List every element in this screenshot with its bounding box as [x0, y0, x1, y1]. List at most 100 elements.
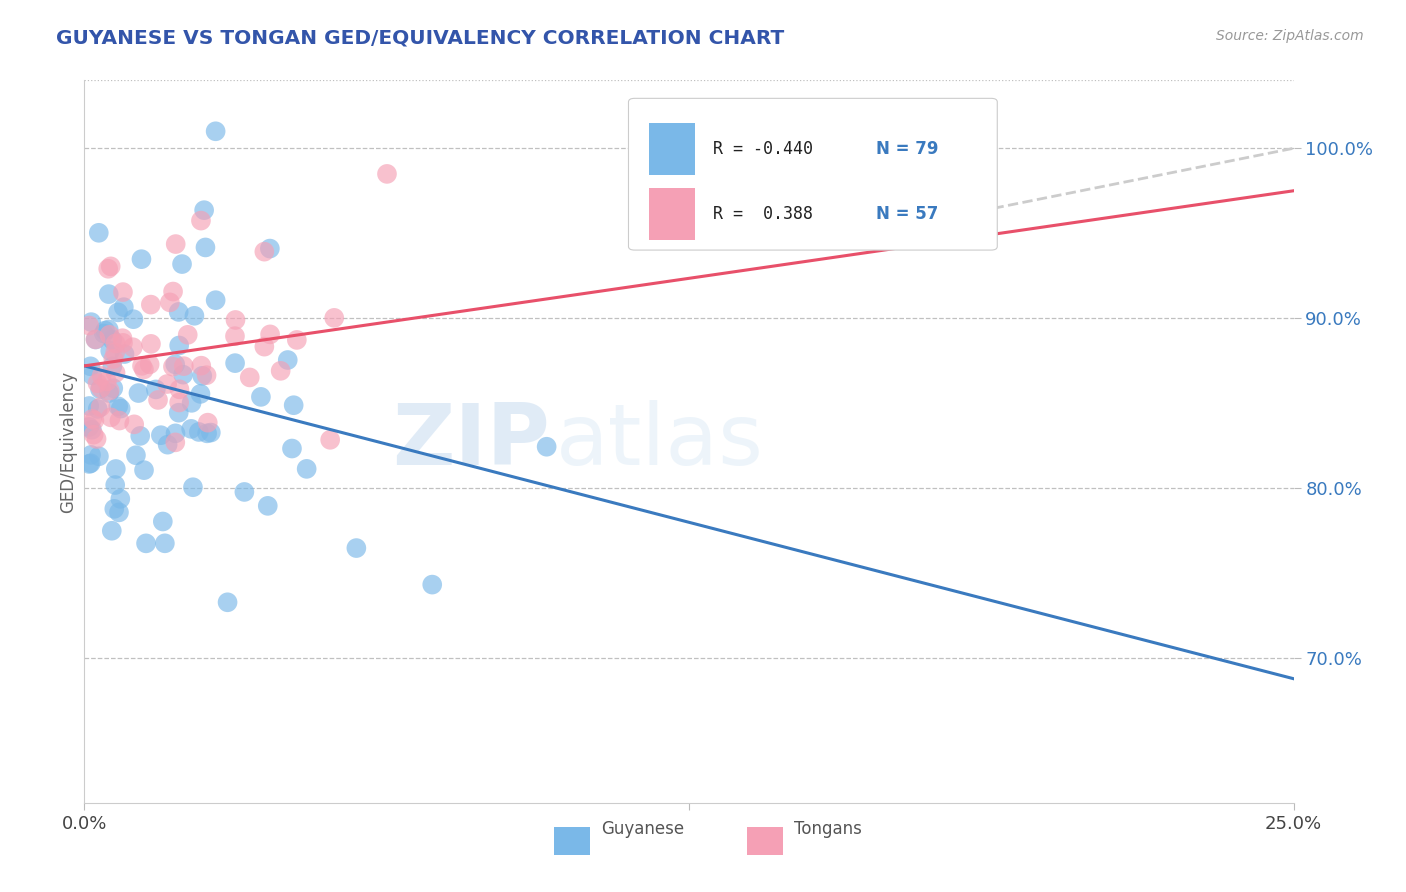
Point [103, 381, 125, 395]
Text: Tongans: Tongans [794, 820, 862, 838]
Point [108, 505, 131, 519]
Point [86, 432, 108, 446]
Point [101, 524, 124, 538]
Point [104, 336, 127, 351]
Point [110, 401, 132, 416]
Point [191, 368, 214, 383]
Text: N = 57: N = 57 [876, 205, 939, 223]
Point [132, 362, 155, 376]
Point [224, 313, 246, 327]
Point [129, 429, 152, 443]
Point [146, 392, 169, 407]
Point [256, 499, 278, 513]
Point [93, 326, 115, 341]
Point [162, 359, 184, 374]
Point [127, 386, 149, 401]
Point [536, 440, 558, 454]
Point [170, 257, 193, 271]
Point [132, 463, 155, 477]
Point [84, 332, 107, 346]
Point [107, 305, 129, 319]
FancyBboxPatch shape [650, 188, 695, 240]
Point [121, 340, 143, 354]
Point [253, 340, 276, 354]
Point [98, 386, 121, 401]
Point [169, 382, 191, 396]
Point [277, 353, 299, 368]
Point [375, 167, 398, 181]
Point [259, 242, 281, 256]
Point [96, 375, 118, 389]
Point [180, 422, 202, 436]
Text: Source: ZipAtlas.com: Source: ZipAtlas.com [1216, 29, 1364, 43]
Point [80, 315, 103, 329]
Point [194, 240, 217, 254]
Point [165, 357, 187, 371]
Point [79, 359, 101, 374]
Point [295, 462, 318, 476]
Point [87, 450, 110, 464]
Point [319, 433, 342, 447]
Point [83, 413, 105, 427]
Point [125, 448, 148, 462]
Point [77, 399, 100, 413]
Point [259, 327, 281, 342]
Point [177, 327, 200, 342]
Point [111, 285, 134, 299]
Point [152, 515, 174, 529]
Point [104, 462, 127, 476]
Point [156, 438, 179, 452]
Point [104, 366, 127, 380]
Point [190, 387, 212, 401]
Point [90, 381, 112, 395]
Point [90, 368, 112, 383]
Text: R = -0.440: R = -0.440 [713, 140, 813, 158]
Point [323, 310, 346, 325]
Text: Guyanese: Guyanese [600, 820, 683, 838]
Point [139, 337, 162, 351]
Point [270, 364, 292, 378]
Point [108, 413, 131, 427]
Point [153, 536, 176, 550]
Point [172, 368, 194, 382]
Point [111, 331, 134, 345]
Point [80, 456, 103, 470]
Point [156, 377, 179, 392]
Point [173, 359, 195, 373]
Point [193, 203, 215, 218]
Point [111, 335, 134, 350]
Point [77, 420, 100, 434]
Point [344, 541, 367, 555]
Y-axis label: GED/Equivalency: GED/Equivalency [59, 370, 77, 513]
Point [101, 359, 124, 374]
Point [82, 412, 104, 426]
Point [103, 351, 125, 366]
Point [114, 347, 136, 361]
Text: R =  0.388: R = 0.388 [713, 205, 813, 223]
Point [167, 338, 190, 352]
Point [97, 322, 120, 336]
Point [283, 398, 305, 412]
FancyBboxPatch shape [747, 828, 783, 855]
Text: ZIP: ZIP [392, 400, 550, 483]
Point [420, 577, 443, 591]
Point [86, 376, 108, 391]
Point [103, 501, 125, 516]
Point [139, 297, 162, 311]
Point [98, 343, 121, 358]
Point [122, 312, 145, 326]
Point [204, 293, 226, 308]
Point [138, 357, 160, 371]
Point [165, 435, 187, 450]
Point [250, 390, 273, 404]
Point [87, 226, 110, 240]
Point [83, 427, 105, 442]
Point [195, 426, 218, 441]
Point [217, 595, 239, 609]
Point [285, 333, 308, 347]
Point [195, 368, 218, 383]
Point [89, 382, 111, 396]
Text: N = 79: N = 79 [876, 140, 939, 158]
Point [82, 368, 104, 383]
Point [84, 333, 107, 347]
